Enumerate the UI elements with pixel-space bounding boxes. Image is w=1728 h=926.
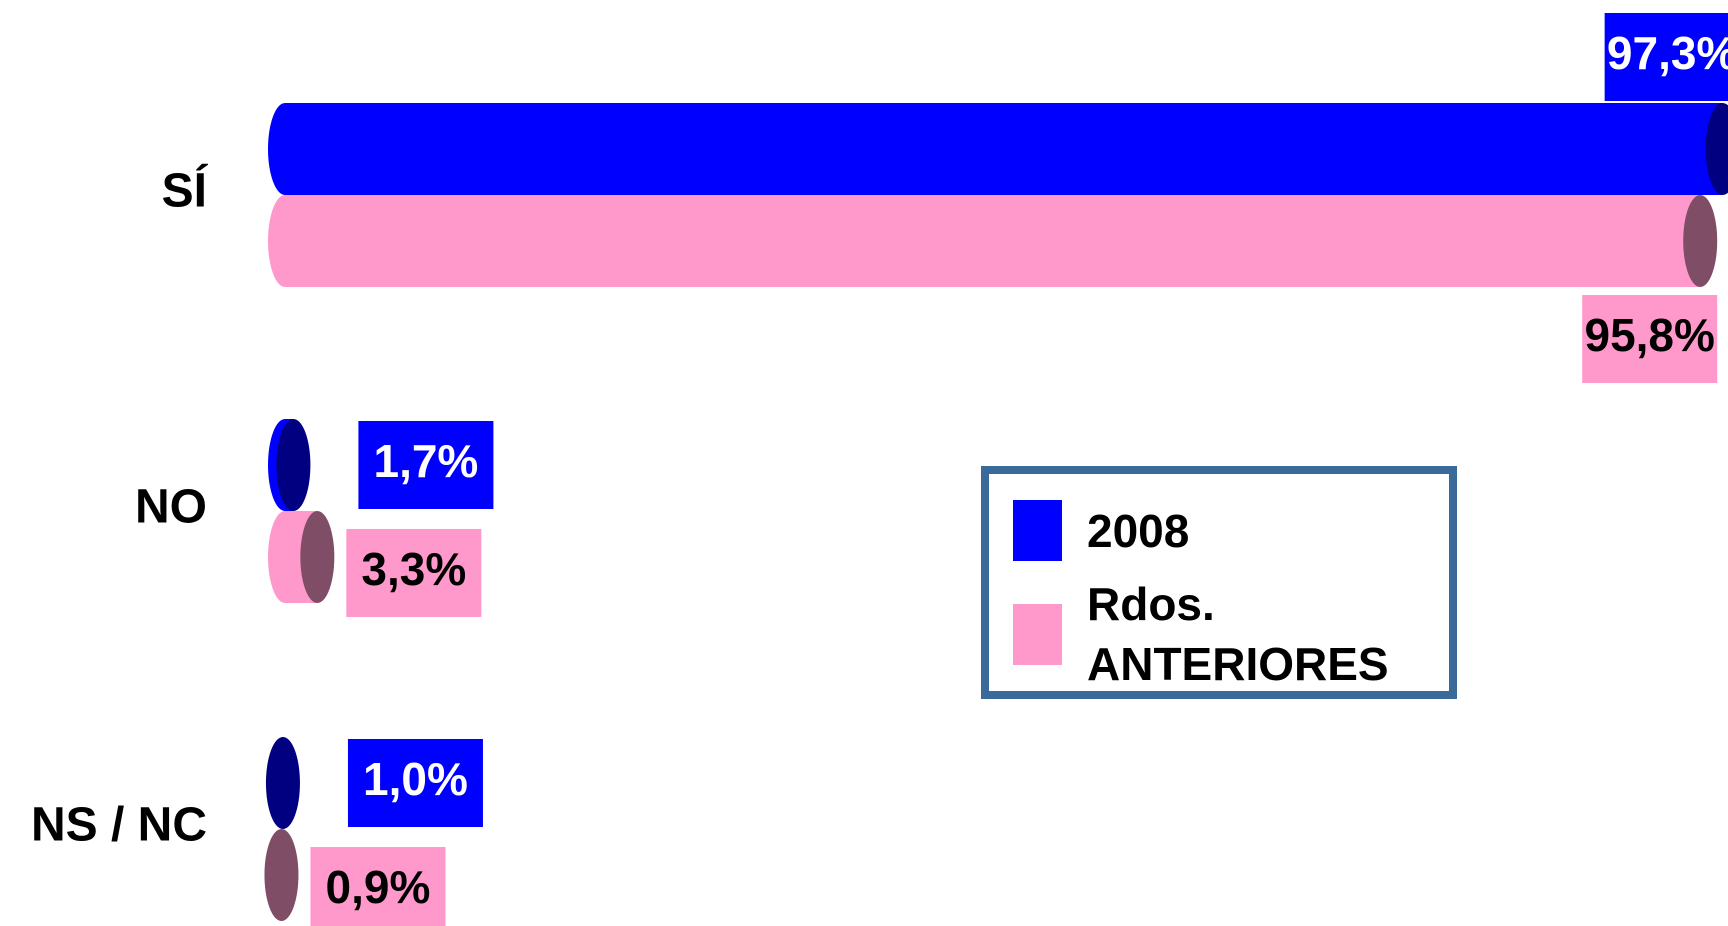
- value-label: 1,0%: [363, 753, 468, 805]
- bar-end: [264, 829, 299, 921]
- category-label: NO: [135, 481, 207, 534]
- legend-item: 2008: [1013, 500, 1427, 561]
- bar-end: [276, 419, 311, 511]
- category-label: SÍ: [162, 164, 209, 218]
- value-label: 3,3%: [361, 543, 466, 595]
- value-label-box: [1604, 13, 1728, 101]
- bar-end: [300, 511, 335, 603]
- legend-swatch: [1013, 500, 1062, 561]
- value-label-box: [358, 421, 494, 509]
- cylinder: [268, 195, 1718, 287]
- cylinder: [268, 511, 335, 603]
- legend: 2008 Rdos. ANTERIORES: [981, 466, 1457, 699]
- legend-label: Rdos. ANTERIORES: [1087, 578, 1389, 690]
- bar-end: [1683, 195, 1718, 287]
- value-label: 1,7%: [373, 435, 478, 487]
- bar-end: [265, 737, 300, 829]
- value-label: 97,3%: [1607, 27, 1728, 79]
- value-label-box: [310, 847, 446, 926]
- bar-end: [1705, 103, 1728, 195]
- value-label-box: [347, 739, 483, 827]
- bar: [268, 195, 1701, 287]
- value-label-box: [346, 529, 482, 617]
- cylinder: [264, 829, 299, 921]
- bar: [268, 103, 1723, 195]
- value-label: 95,8%: [1584, 309, 1714, 361]
- value-label-box: [1582, 295, 1718, 383]
- category-label: NS / NC: [31, 799, 207, 852]
- legend-swatch: [1013, 603, 1062, 665]
- cylinder: [268, 419, 311, 511]
- legend-label: 2008: [1087, 504, 1190, 557]
- cylinder: [265, 737, 300, 829]
- value-label: 0,9%: [326, 861, 431, 913]
- cylinder: [268, 103, 1728, 195]
- legend-item: Rdos. ANTERIORES: [1013, 574, 1427, 694]
